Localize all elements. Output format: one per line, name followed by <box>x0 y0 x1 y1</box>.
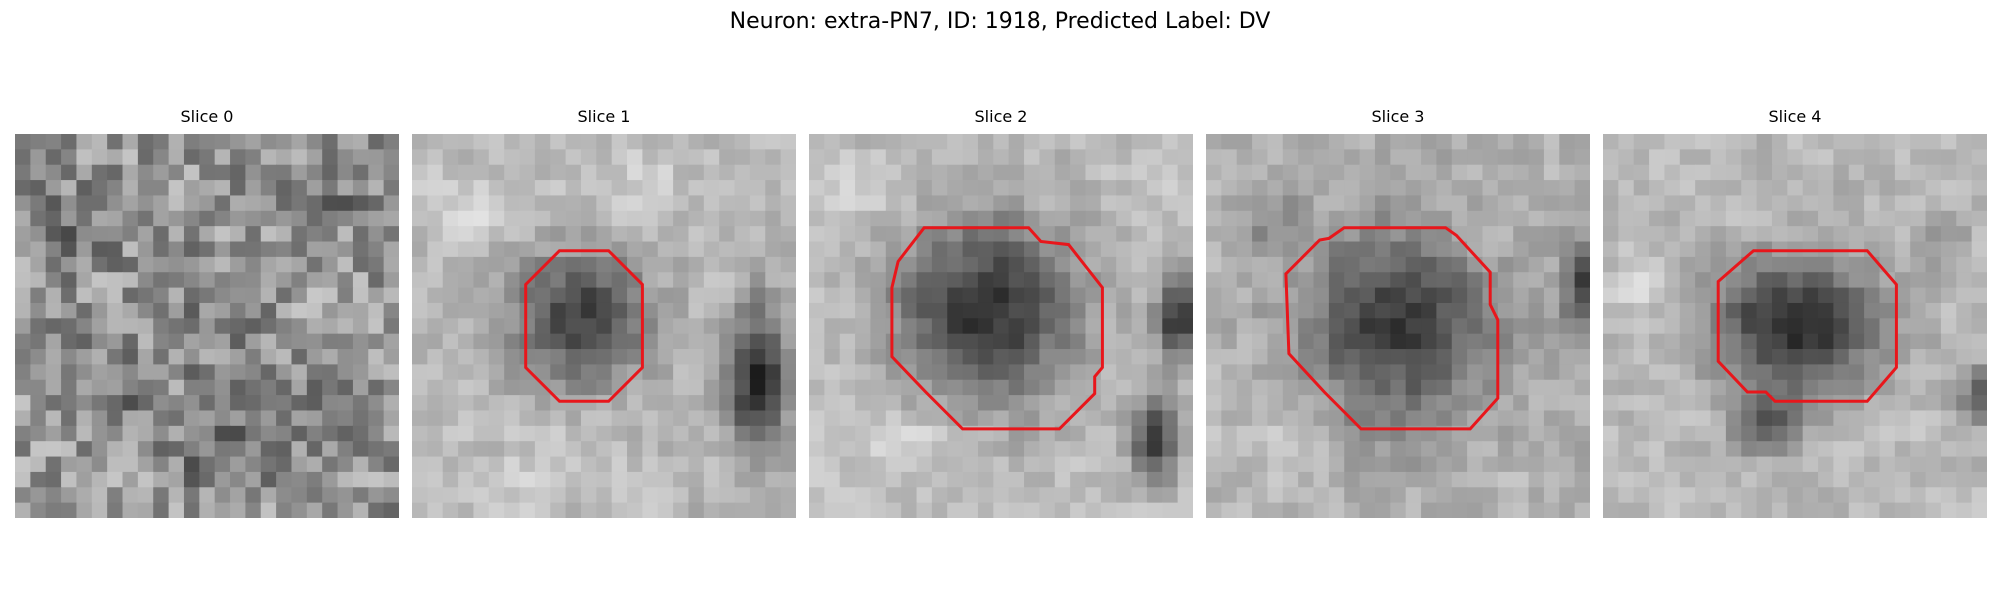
slice-image-0 <box>15 134 399 518</box>
contour-outline-1 <box>524 249 644 403</box>
slice-title-1: Slice 1 <box>577 107 631 126</box>
slice-title-3: Slice 3 <box>1371 107 1425 126</box>
contour-outline-3 <box>1284 226 1500 431</box>
slice-image-2 <box>809 134 1193 518</box>
slice-image-4 <box>1603 134 1987 518</box>
slice-title-2: Slice 2 <box>974 107 1028 126</box>
contour-outline-4 <box>1716 249 1898 403</box>
slice-title-4: Slice 4 <box>1768 107 1822 126</box>
contour-outline-2 <box>890 226 1104 431</box>
figure-title: Neuron: extra-PN7, ID: 1918, Predicted L… <box>729 9 1271 34</box>
slice-image-3 <box>1206 134 1590 518</box>
slice-title-0: Slice 0 <box>180 107 234 126</box>
slice-image-1 <box>412 134 796 518</box>
